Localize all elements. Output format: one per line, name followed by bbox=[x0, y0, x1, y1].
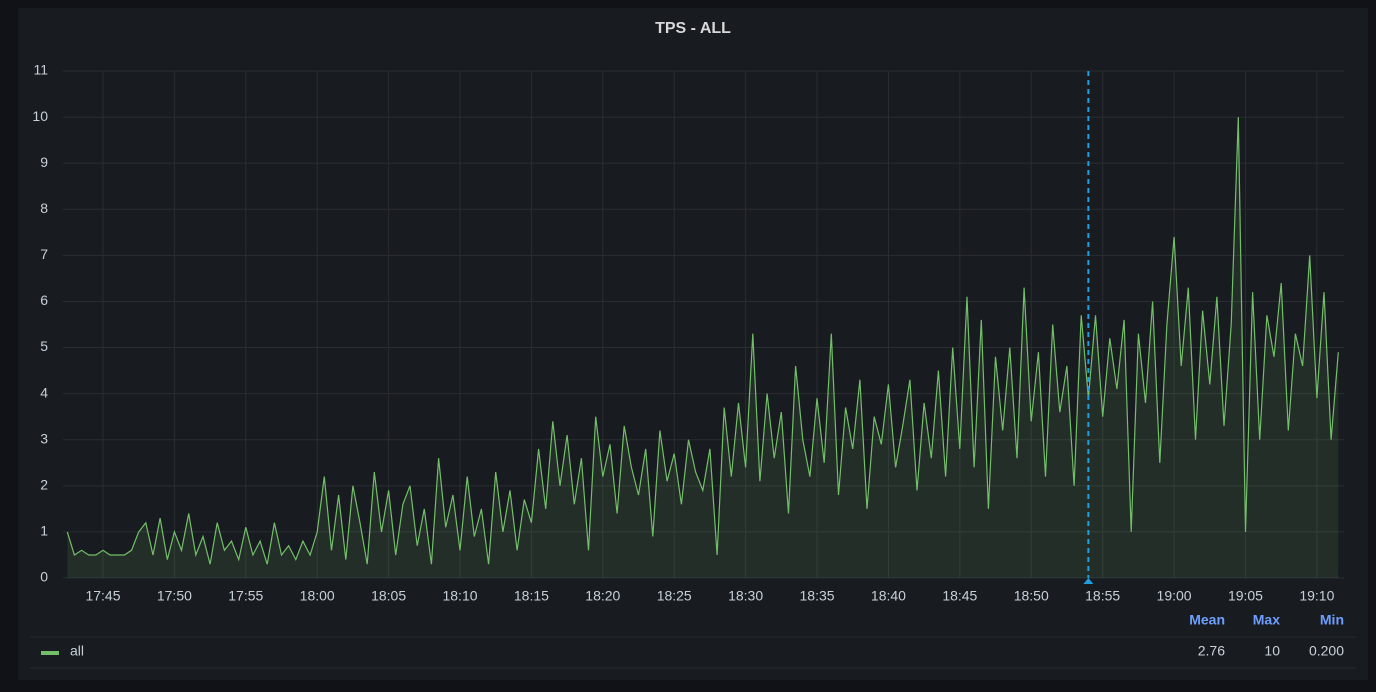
y-tick-label: 0 bbox=[40, 569, 48, 585]
x-tick-label: 18:25 bbox=[657, 588, 692, 604]
stat-value: 10 bbox=[1264, 643, 1280, 659]
x-tick-label: 18:50 bbox=[1014, 588, 1049, 604]
series-area bbox=[67, 117, 1339, 578]
x-tick-label: 19:10 bbox=[1299, 588, 1334, 604]
x-tick-label: 18:45 bbox=[942, 588, 977, 604]
x-tick-label: 18:20 bbox=[585, 588, 620, 604]
x-tick-label: 19:00 bbox=[1157, 588, 1192, 604]
y-tick-label: 7 bbox=[40, 246, 48, 262]
x-tick-label: 18:10 bbox=[442, 588, 477, 604]
y-tick-label: 6 bbox=[40, 292, 48, 308]
stat-header: Max bbox=[1253, 612, 1280, 628]
x-tick-label: 19:05 bbox=[1228, 588, 1263, 604]
y-tick-label: 10 bbox=[32, 108, 48, 124]
y-tick-label: 4 bbox=[40, 384, 48, 400]
annotation-marker bbox=[1083, 578, 1094, 584]
x-tick-label: 18:40 bbox=[871, 588, 906, 604]
x-tick-label: 18:00 bbox=[300, 588, 335, 604]
y-tick-label: 5 bbox=[40, 338, 48, 354]
x-tick-label: 17:45 bbox=[85, 588, 120, 604]
y-tick-label: 1 bbox=[40, 523, 48, 539]
stat-header: Mean bbox=[1189, 612, 1225, 628]
series-line bbox=[66, 117, 1339, 565]
y-tick-label: 2 bbox=[40, 477, 48, 493]
chart-title: TPS - ALL bbox=[655, 20, 731, 37]
x-tick-label: 18:30 bbox=[728, 588, 763, 604]
x-tick-label: 18:35 bbox=[800, 588, 835, 604]
x-tick-label: 18:55 bbox=[1085, 588, 1120, 604]
legend-label: all bbox=[70, 643, 84, 659]
y-tick-label: 8 bbox=[40, 200, 48, 216]
x-tick-label: 18:15 bbox=[514, 588, 549, 604]
panel bbox=[18, 8, 1368, 680]
x-tick-label: 17:50 bbox=[157, 588, 192, 604]
x-tick-label: 17:55 bbox=[228, 588, 263, 604]
y-tick-label: 11 bbox=[33, 62, 48, 78]
legend-swatch bbox=[41, 651, 59, 655]
x-tick-label: 18:05 bbox=[371, 588, 406, 604]
y-tick-label: 3 bbox=[40, 430, 48, 446]
stat-value: 2.76 bbox=[1198, 643, 1225, 659]
stat-value: 0.200 bbox=[1309, 643, 1344, 659]
stat-header: Min bbox=[1320, 612, 1344, 628]
y-tick-label: 9 bbox=[40, 154, 48, 170]
